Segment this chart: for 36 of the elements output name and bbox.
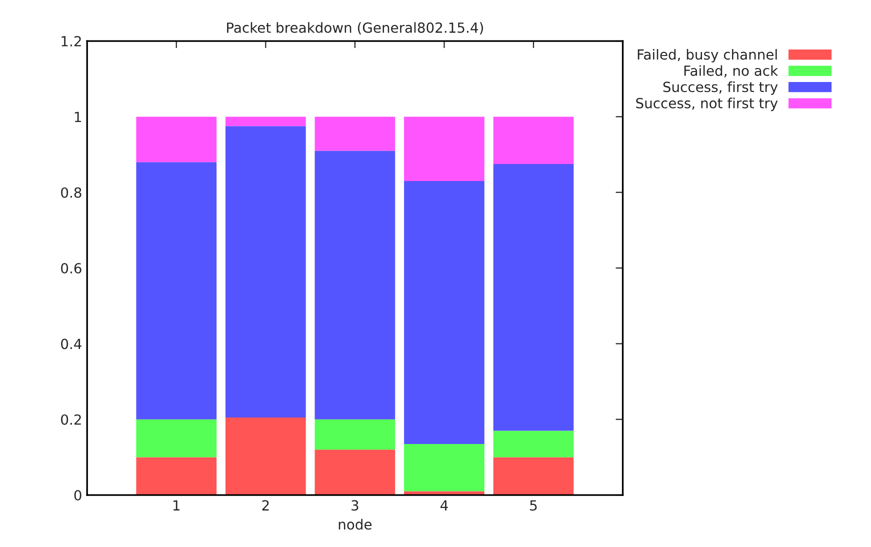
bar bbox=[136, 457, 217, 496]
bar bbox=[136, 162, 217, 420]
y-tick-label: 0.2 bbox=[61, 414, 81, 425]
y-tick-label: 0.8 bbox=[61, 187, 82, 198]
y-tick-label: 1.2 bbox=[62, 36, 81, 46]
bar bbox=[404, 181, 484, 444]
legend-label: Failed, busy channel bbox=[638, 48, 777, 62]
legend-label: Failed, no ack bbox=[684, 65, 778, 78]
y-tick-label: 1 bbox=[74, 112, 81, 122]
bar bbox=[314, 116, 396, 151]
bar bbox=[493, 164, 574, 431]
x-tick-label: 4 bbox=[440, 500, 448, 510]
bar bbox=[314, 450, 396, 496]
x-tick-label: 1 bbox=[173, 500, 180, 510]
bar bbox=[136, 116, 217, 162]
bar bbox=[225, 116, 306, 126]
bar bbox=[136, 419, 217, 458]
bar bbox=[225, 126, 306, 418]
y-tick-label: 0.6 bbox=[61, 263, 82, 274]
bar bbox=[493, 457, 574, 496]
x-tick-label: 5 bbox=[530, 500, 537, 511]
bar bbox=[404, 444, 484, 492]
bar bbox=[493, 430, 574, 458]
legend-label: Success, first try bbox=[663, 81, 778, 95]
chart-title: Packet breakdown (General802.15.4) bbox=[227, 22, 483, 35]
x-tick-label: 3 bbox=[352, 500, 358, 511]
x-tick-label: 2 bbox=[262, 500, 269, 510]
bar bbox=[314, 419, 396, 450]
x-axis-title: node bbox=[338, 518, 372, 530]
legend-label: Success, not first try bbox=[636, 98, 778, 112]
y-tick-label: 0 bbox=[74, 490, 82, 501]
bar bbox=[493, 116, 574, 164]
bar bbox=[314, 150, 396, 420]
y-tick-label: 0.4 bbox=[61, 338, 82, 350]
bar bbox=[404, 116, 484, 182]
bar bbox=[225, 417, 306, 496]
